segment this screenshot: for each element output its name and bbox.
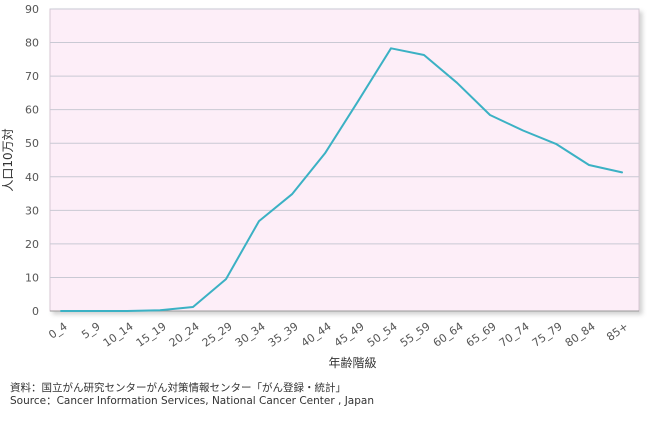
x-tick-label: 5_9 <box>79 320 102 342</box>
x-tick-label: 80_84 <box>563 320 598 350</box>
x-tick-label: 35_39 <box>266 320 301 350</box>
y-tick-label: 10 <box>25 271 39 284</box>
y-tick-label: 80 <box>25 37 39 50</box>
source-note-japanese: 資料：国立がん研究センターがん対策情報センター「がん登録・統計」 <box>10 382 346 394</box>
x-tick-label: 85+ <box>604 320 630 344</box>
x-tick-label: 55_59 <box>398 320 433 350</box>
y-tick-label: 30 <box>25 204 39 217</box>
x-tick-label: 0_4 <box>46 320 69 342</box>
y-tick-label: 60 <box>25 104 39 117</box>
series <box>60 47 623 312</box>
y-tick-label: 0 <box>32 305 39 318</box>
source-note-english: Source：Cancer Information Services, Nati… <box>10 395 374 407</box>
x-tick-label: 10_14 <box>101 320 136 350</box>
x-tick-label: 30_34 <box>233 320 268 350</box>
x-tick-label: 50_54 <box>365 320 400 350</box>
x-tick-label: 40_44 <box>299 320 334 350</box>
x-tick-label: 20_24 <box>167 320 202 350</box>
x-tick-label: 75_79 <box>530 320 565 350</box>
series-line <box>60 47 623 312</box>
y-tick-label: 40 <box>25 171 39 184</box>
y-tick-label: 90 <box>25 3 39 16</box>
y-axis-title: 人口10万対 <box>1 128 15 191</box>
y-axis-ticks: 0 10 20 30 40 50 60 70 80 90 <box>25 3 39 318</box>
y-tick-label: 20 <box>25 238 39 251</box>
x-tick-label: 15_19 <box>134 320 169 350</box>
y-tick-label: 70 <box>25 70 39 83</box>
x-tick-label: 65_69 <box>464 320 499 350</box>
gridlines <box>50 8 639 312</box>
plot-area <box>49 8 640 312</box>
y-tick-label: 50 <box>25 137 39 150</box>
x-axis-ticks: 0_4 5_910_1415_1920_2425_2930_3435_3940_4… <box>46 320 630 350</box>
x-axis-title: 年齢階級 <box>328 355 376 370</box>
x-tick-label: 25_29 <box>200 320 235 350</box>
x-tick-label: 60_64 <box>431 320 466 350</box>
x-tick-label: 70_74 <box>497 320 532 350</box>
x-tick-label: 45_49 <box>332 320 367 350</box>
